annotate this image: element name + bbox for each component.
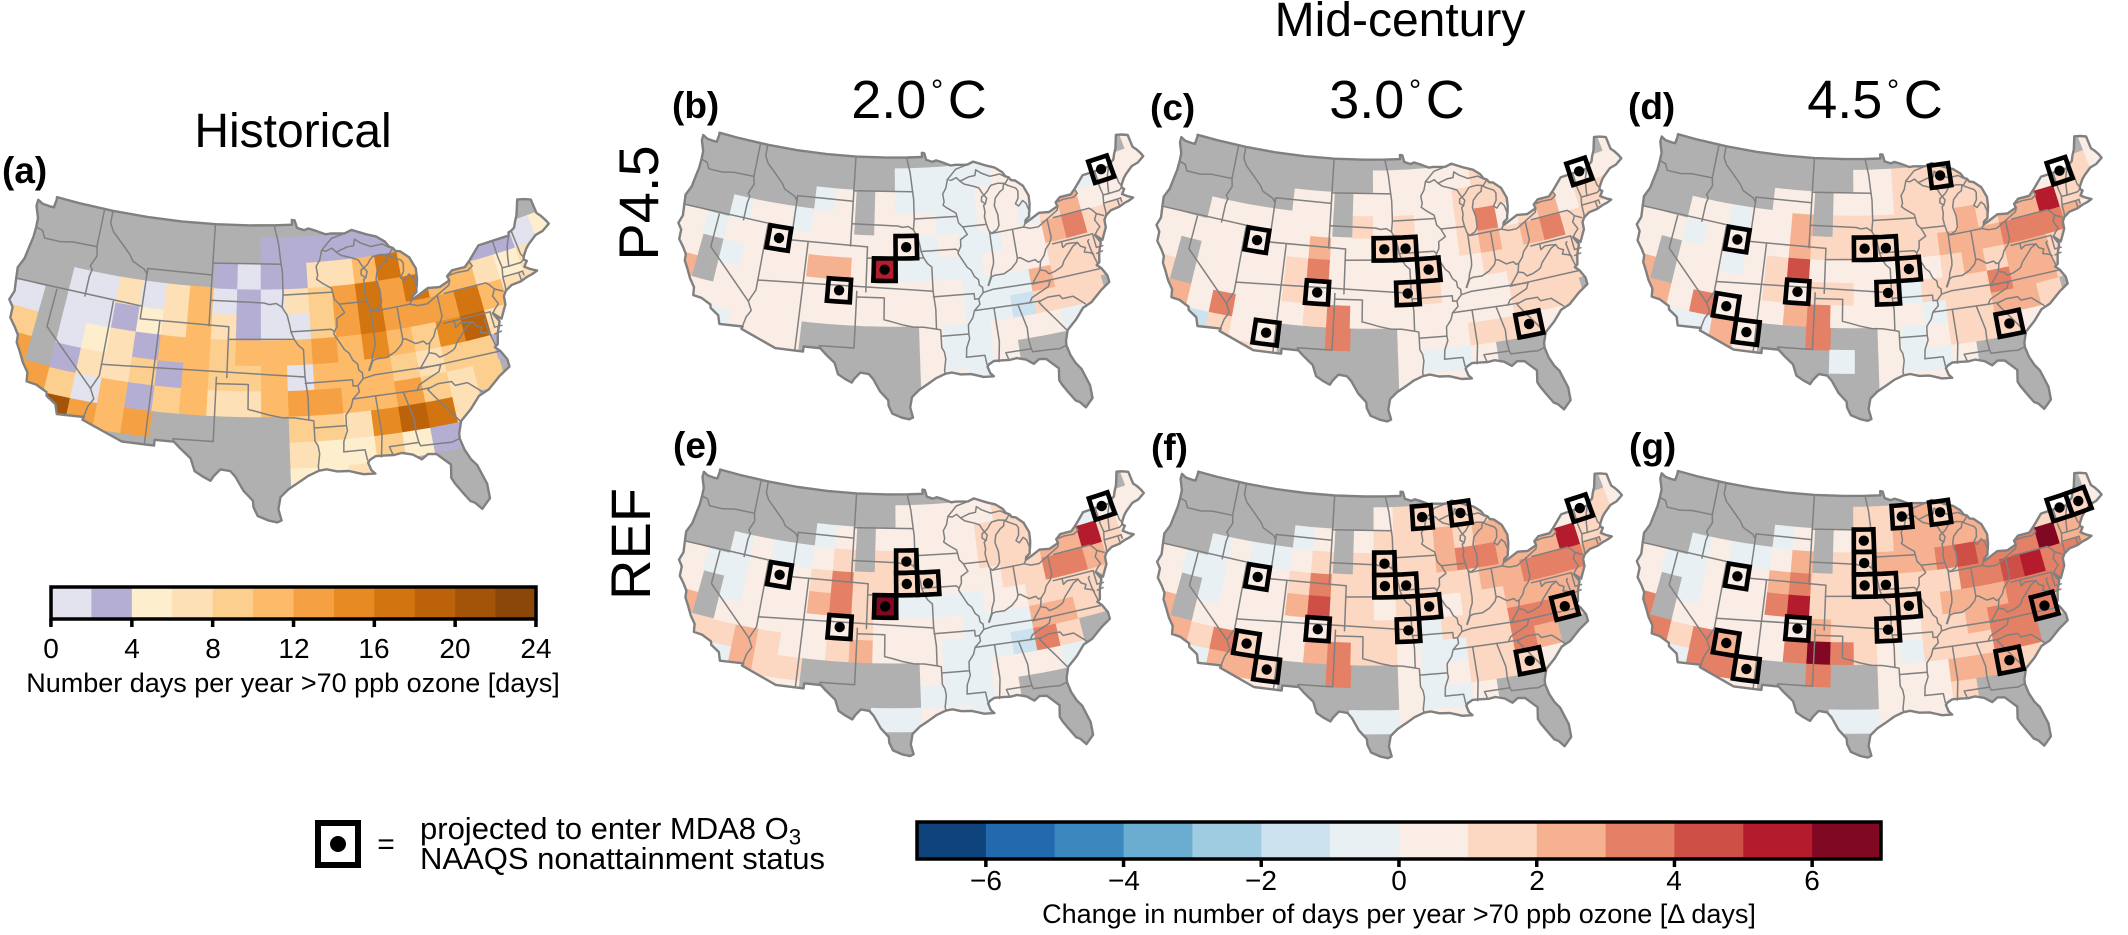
svg-text:16: 16 — [358, 633, 389, 664]
svg-text:6: 6 — [1804, 865, 1820, 896]
svg-text:8: 8 — [205, 633, 221, 664]
svg-text:(d): (d) — [1628, 86, 1675, 127]
svg-text:−4: −4 — [1108, 865, 1140, 896]
svg-text:Historical: Historical — [194, 105, 391, 158]
svg-text:NAAQS nonattainment status: NAAQS nonattainment status — [420, 841, 825, 876]
svg-text:(e): (e) — [673, 425, 718, 466]
svg-text:0: 0 — [43, 633, 59, 664]
svg-text:4: 4 — [124, 633, 140, 664]
svg-text:projected to enter MDA8 O3: projected to enter MDA8 O3 — [420, 811, 801, 850]
svg-text:P4.5: P4.5 — [607, 145, 670, 260]
svg-text:4: 4 — [1666, 865, 1682, 896]
svg-text:Mid-century: Mid-century — [1275, 0, 1526, 47]
svg-text:2.0 ° C: 2.0 ° C — [851, 70, 987, 130]
svg-text:4.5 ° C: 4.5 ° C — [1807, 70, 1943, 130]
svg-text:20: 20 — [439, 633, 470, 664]
svg-text:12: 12 — [278, 633, 309, 664]
svg-text:(a): (a) — [2, 150, 47, 191]
svg-text:(c): (c) — [1150, 87, 1195, 128]
svg-text:(f): (f) — [1151, 427, 1188, 468]
svg-text:0: 0 — [1391, 865, 1407, 896]
svg-text:Number days per year >70 ppb o: Number days per year >70 ppb ozone [days… — [26, 668, 560, 698]
svg-text:−6: −6 — [970, 865, 1002, 896]
svg-text:REF: REF — [599, 488, 662, 600]
svg-text:24: 24 — [520, 633, 551, 664]
svg-text:Change in number of days per y: Change in number of days per year >70 pp… — [1042, 899, 1756, 929]
svg-text:3.0 ° C: 3.0 ° C — [1329, 70, 1465, 130]
svg-text:2: 2 — [1529, 865, 1545, 896]
svg-text:=: = — [377, 828, 395, 861]
svg-text:(g): (g) — [1629, 426, 1676, 467]
svg-text:(b): (b) — [672, 85, 719, 126]
svg-text:−2: −2 — [1245, 865, 1277, 896]
